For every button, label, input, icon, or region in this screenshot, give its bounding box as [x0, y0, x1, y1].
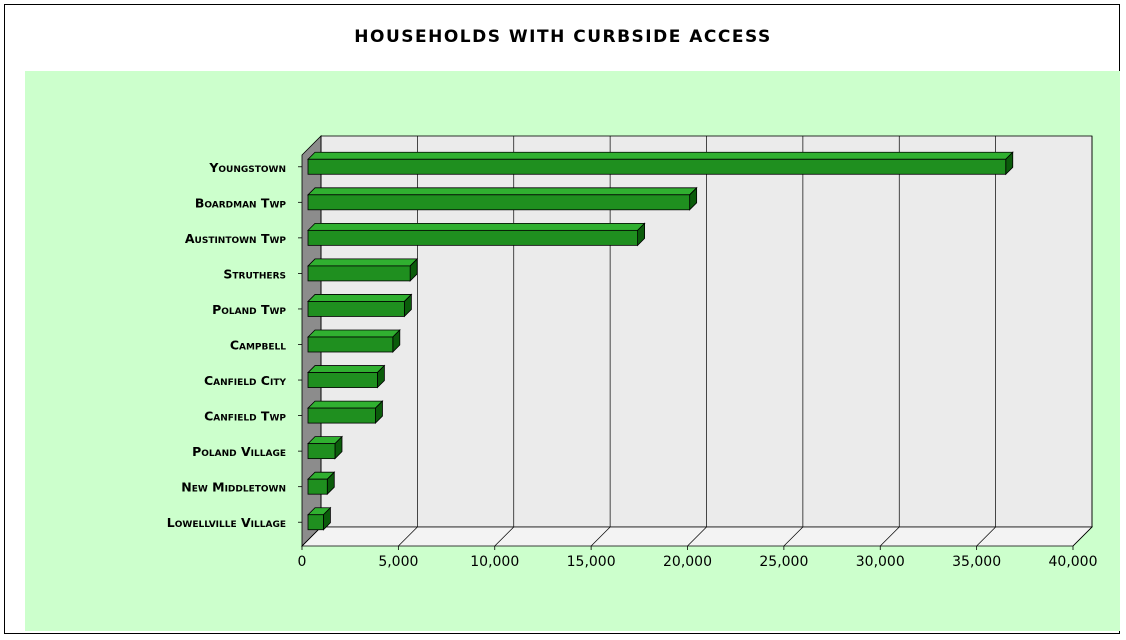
bar-front — [307, 478, 328, 495]
bar-top — [307, 222, 646, 231]
bar — [307, 222, 646, 247]
bar-front — [307, 372, 378, 388]
floor-gridline — [976, 526, 996, 547]
category-label: New Middletown — [181, 480, 286, 495]
bar-top — [307, 400, 384, 409]
bar-front — [307, 229, 639, 246]
bar — [307, 293, 413, 318]
floor-gridline — [398, 526, 418, 547]
x-tick-label: 35,000 — [952, 554, 1001, 570]
x-tick-label: 15,000 — [567, 554, 616, 570]
bar-front — [307, 158, 1007, 175]
bar — [307, 364, 386, 389]
x-tick-label: 20,000 — [663, 554, 712, 570]
tick-labels: 0 5,000 10,000 15,000 20,000 25,000 30,000 35,0… — [298, 554, 1098, 570]
bar-front — [307, 443, 336, 460]
bar — [307, 151, 1014, 176]
floor-gridline — [687, 526, 707, 547]
category-label: Poland Village — [192, 444, 286, 459]
chart-title: Households With Curbside Access — [354, 27, 772, 47]
category-label: Campbell — [230, 338, 286, 353]
category-label: Canfield Twp — [204, 409, 286, 424]
bar — [307, 257, 419, 282]
category-label: Boardman Twp — [195, 195, 287, 210]
bar — [307, 435, 343, 460]
category-labels: Youngstown Boardman Twp Austintown Twp Stru… — [167, 160, 287, 530]
x-tick-label: 30,000 — [856, 554, 905, 570]
category-label: Poland Twp — [212, 302, 286, 317]
category-label: Canfield City — [204, 373, 287, 388]
floor-gridline — [880, 526, 900, 547]
bar-top — [307, 187, 698, 196]
bar-front — [307, 336, 394, 353]
floor-gridline — [494, 526, 514, 547]
bar — [307, 400, 384, 425]
bar-front — [307, 194, 691, 211]
category-label: Struthers — [223, 266, 286, 281]
bars — [307, 151, 1014, 531]
floor-gridline — [590, 526, 611, 547]
bar-top — [307, 329, 401, 338]
bar-front — [307, 301, 405, 317]
bar-top — [307, 151, 1014, 160]
bar — [307, 506, 332, 531]
bar-top — [307, 294, 413, 302]
x-tick-label: 10,000 — [470, 554, 519, 570]
x-tick-label: 0 — [298, 554, 307, 570]
bar-front — [307, 265, 411, 282]
bar — [307, 186, 698, 211]
bar-front — [307, 514, 324, 531]
floor-gridline — [1072, 526, 1093, 547]
bar-top — [307, 365, 386, 373]
x-tick-label: 25,000 — [759, 554, 808, 570]
bar-front — [307, 407, 376, 424]
bar-top — [307, 258, 419, 267]
bar — [307, 471, 336, 496]
floor-gridline — [783, 526, 804, 547]
floor-gridline — [301, 526, 322, 547]
category-label: Youngstown — [208, 160, 286, 175]
category-label: Austintown Twp — [185, 231, 287, 246]
bar — [307, 329, 401, 353]
x-tick-label: 5,000 — [378, 554, 418, 570]
category-label: Lowellville Village — [167, 515, 286, 530]
x-tick-label: 40,000 — [1049, 554, 1098, 570]
